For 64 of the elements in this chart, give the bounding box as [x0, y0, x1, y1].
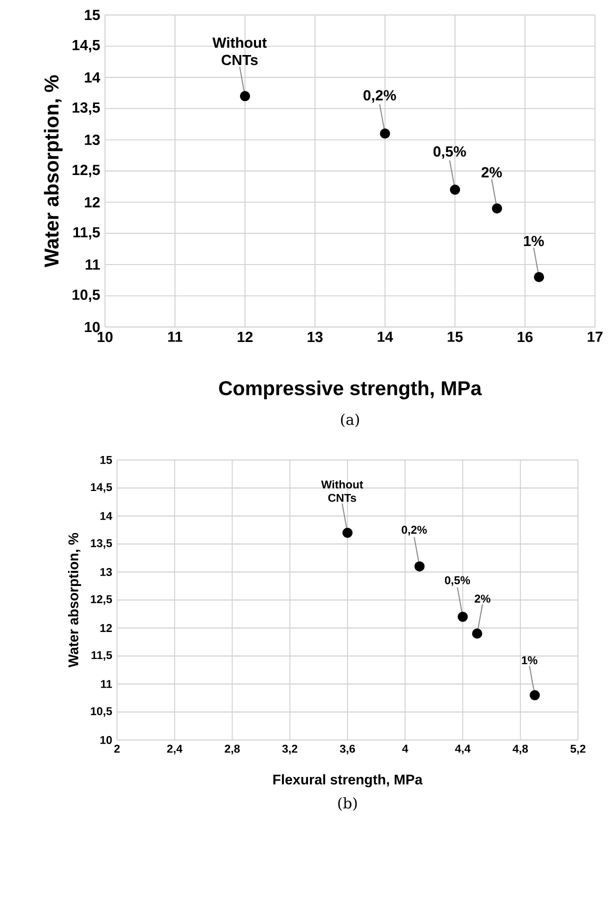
y-tick-label: 12,5 — [90, 595, 112, 605]
annotation: Without CNTs — [212, 37, 267, 66]
y-axis-title: Water absorption, % — [44, 75, 63, 268]
y-tick-label: 13 — [84, 134, 100, 145]
annotation: 0,2% — [364, 90, 396, 103]
y-tick-label: 15 — [84, 10, 100, 20]
x-tick-label: 2,8 — [224, 744, 240, 754]
y-tick-label: 11,5 — [73, 227, 100, 240]
annotation: 2% — [474, 594, 490, 603]
annotation: Without CNTs — [321, 480, 364, 502]
annotation: 1% — [524, 236, 544, 246]
point — [380, 128, 390, 139]
y-tick-label: 13,5 — [90, 539, 112, 549]
x-tick-label: 4,4 — [455, 744, 471, 754]
point — [450, 184, 460, 195]
y-tick-label: 13,5 — [72, 102, 100, 115]
text: (a) — [341, 414, 359, 428]
x-tick-label: 3,6 — [340, 744, 355, 754]
x-tick-label: 2 — [114, 744, 120, 753]
x-tick-label: 5,2 — [570, 744, 586, 754]
y-tick-label: 11 — [101, 680, 112, 688]
text: (b) — [338, 797, 357, 811]
y-tick-label: 12,5 — [72, 164, 100, 178]
annotation: 2% — [482, 167, 502, 178]
y-tick-label: 10,5 — [72, 290, 100, 302]
x-tick-label: 2,4 — [167, 744, 182, 754]
x-tick-label: 16 — [518, 332, 533, 342]
annotation: 0,5% — [444, 576, 470, 586]
y-tick-label: 14 — [84, 72, 100, 82]
x-tick-label: 12 — [238, 332, 253, 342]
annotation: 1% — [522, 656, 538, 664]
x-tick-label: 13 — [308, 332, 323, 342]
point — [534, 272, 544, 282]
x-tick-label: 4 — [402, 744, 408, 753]
y-tick-label: 14,5 — [72, 40, 100, 52]
y-tick-label: 10 — [84, 322, 100, 332]
point — [240, 91, 250, 102]
y-tick-label: 14 — [100, 512, 112, 520]
point — [414, 561, 425, 572]
point — [458, 612, 468, 622]
point — [530, 690, 540, 700]
point — [472, 628, 482, 639]
x-tick-label: 3,2 — [282, 744, 298, 754]
y-tick-label: 13 — [100, 568, 112, 576]
x-tick-label: 15 — [448, 332, 463, 342]
x-tick-label: 17 — [588, 332, 603, 342]
y-tick-label: 11 — [86, 260, 100, 270]
y-tick-label: 15 — [100, 456, 112, 464]
point — [342, 528, 353, 538]
annotation: 0,5% — [434, 146, 466, 159]
x-tick-label: 11 — [168, 332, 182, 342]
x-tick-label: 14 — [378, 332, 394, 342]
x-axis-title: Flexural strength, MPa — [273, 774, 423, 788]
y-tick-label: 12 — [84, 197, 100, 208]
point — [492, 203, 502, 214]
y-axis-title: Water absorption, % — [68, 532, 82, 668]
x-tick-label: 4,8 — [512, 744, 528, 754]
y-tick-label: 12 — [100, 624, 112, 632]
y-tick-label: 11,5 — [92, 651, 112, 661]
y-tick-label: 14,5 — [90, 483, 112, 493]
annotation: 0,2% — [402, 526, 427, 536]
y-tick-label: 10,5 — [90, 707, 112, 717]
y-tick-label: 10 — [100, 736, 112, 744]
x-axis-title: Compressive strength, MPa — [219, 380, 482, 400]
